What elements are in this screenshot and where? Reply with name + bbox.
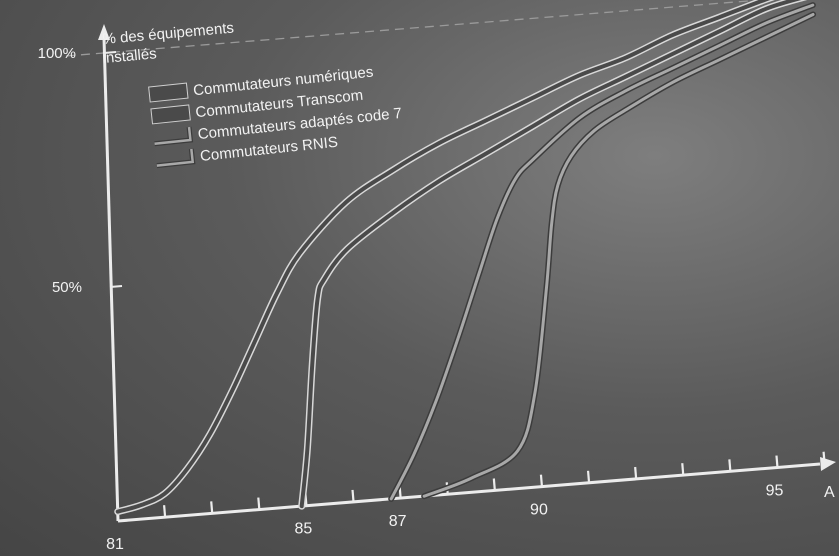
x-tick-mark [492,478,496,491]
x-axis-label: A [824,484,835,501]
x-tick-mark [351,489,355,503]
series-line-body [299,0,802,509]
ticks-layer: 81 85 87 90 95 100% 50% [38,45,826,553]
x-tick-mark [210,501,214,514]
grid-layer [65,0,769,57]
x-tick-label: 81 [106,536,124,553]
series-line-3 [388,2,816,502]
legend-swatch [154,126,192,146]
series-line-body [115,0,771,514]
x-tick-label: 90 [530,502,548,519]
x-tick-mark [634,466,638,480]
x-tick-label: 87 [389,513,407,530]
y-axis-arrow-icon [98,24,110,40]
y-axis-label-line1: % des équipements [102,20,235,48]
x-tick-mark [681,463,685,476]
x-tick-mark [539,474,544,487]
series-line-body [389,3,815,501]
series-layer [114,0,817,516]
y-tick-mark [103,51,117,54]
x-tick-mark [163,505,167,518]
y-axis-label-line2: installés [102,45,157,67]
x-tick-mark [775,455,779,468]
y-tick-label: 50% [52,279,82,296]
x-axis [117,462,821,523]
x-axis-arrow-icon [820,457,836,471]
series-line-4 [421,11,817,500]
legend-swatch [148,82,189,103]
series-line-body [422,12,815,498]
legend-swatch [150,104,191,125]
x-tick-label: 95 [766,483,784,500]
x-tick-mark [822,451,826,464]
series-line-outline [388,2,816,502]
series-line-2 [298,0,808,510]
legend-swatch [156,148,195,167]
reference-line-100 [65,0,769,57]
series-line-outline [298,0,808,510]
x-tick-mark [586,470,591,483]
x-tick-mark [728,459,732,472]
y-tick-mark [109,285,123,288]
series-line-outline [114,0,775,516]
y-axis [102,37,120,522]
x-tick-label: 85 [295,521,313,538]
series-line-1 [114,0,775,516]
x-tick-mark [257,497,261,510]
axes-layer [98,24,836,523]
y-tick-label: 100% [38,45,76,62]
